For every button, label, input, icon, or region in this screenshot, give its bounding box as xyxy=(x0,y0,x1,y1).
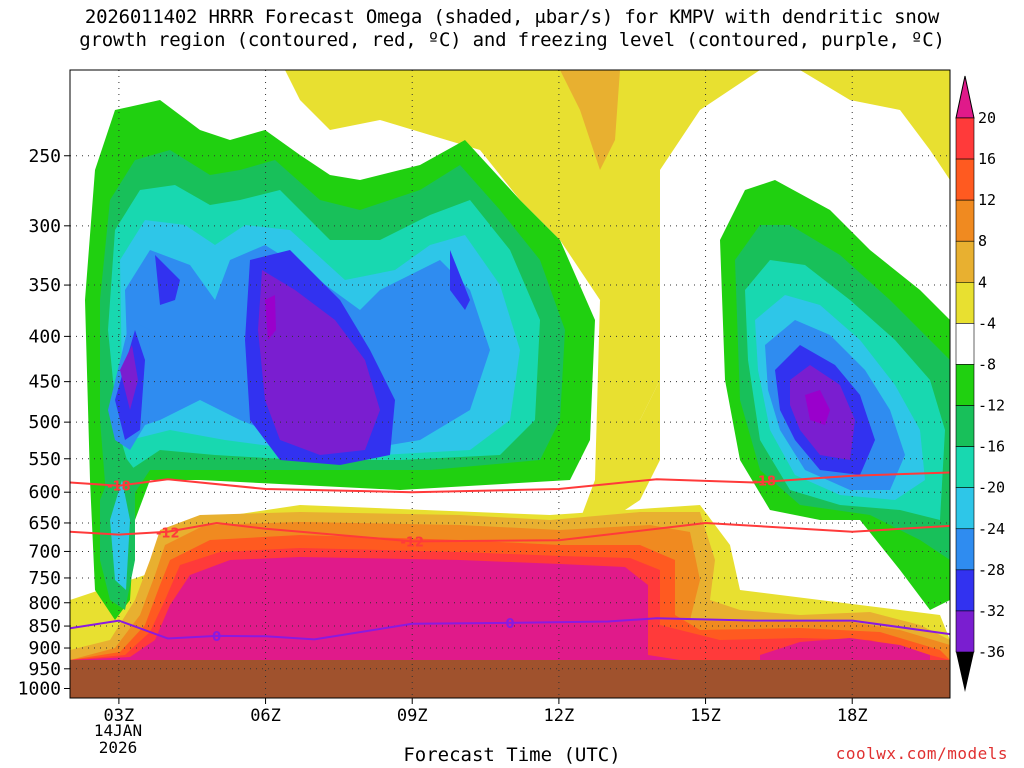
y-tick-label: 350 xyxy=(28,275,61,296)
contour-label: -18 xyxy=(107,480,131,495)
colorbar-swatch xyxy=(955,158,975,201)
y-tick-label: 1000 xyxy=(18,679,61,700)
colorbar-swatch xyxy=(955,282,975,324)
colorbar-swatch xyxy=(955,199,975,242)
colorbar-swatch xyxy=(955,240,975,283)
colorbar-label: -12 xyxy=(978,397,1005,415)
y-tick-label: 450 xyxy=(28,372,61,393)
colorbar-swatch xyxy=(955,569,975,612)
colorbar-label: -16 xyxy=(978,438,1005,456)
y-tick-label: 900 xyxy=(28,638,61,659)
y-tick-label: 850 xyxy=(28,616,61,637)
y-tick-label: 400 xyxy=(28,326,61,347)
y-tick-label: 500 xyxy=(28,412,61,433)
title-line-2: growth region (contoured, red, ºC) and f… xyxy=(79,29,945,51)
ground-surface xyxy=(70,660,950,698)
title-line-1: 2026011402 HRRR Forecast Omega (shaded, … xyxy=(84,6,940,28)
colorbar-label: 8 xyxy=(978,232,987,250)
colorbar-swatch xyxy=(955,117,975,160)
shading-right-ascent xyxy=(720,180,950,610)
contour-label: -18 xyxy=(752,474,776,489)
contour-label: 0 xyxy=(505,617,514,632)
colorbar-label: -32 xyxy=(978,602,1005,620)
y-tick-label: 700 xyxy=(28,541,61,562)
colorbar-swatch xyxy=(955,528,975,571)
plot-area: -18 -18 -12 -12 0 0 xyxy=(70,70,950,698)
x-axis-title: Forecast Time (UTC) xyxy=(403,744,621,766)
colorbar-swatch xyxy=(955,323,975,365)
colorbar-swatch xyxy=(955,364,975,406)
colorbar: 20 16 12 8 4 -4 -8 -12 -16 -20 -24 -28 -32 -36 xyxy=(955,75,1005,692)
y-tick-label: 550 xyxy=(28,449,61,470)
y-tick-label: 950 xyxy=(28,659,61,680)
contour-line xyxy=(70,521,950,543)
contour-line xyxy=(70,617,950,641)
date-day: 14JAN xyxy=(93,721,143,740)
y-tick-label: 600 xyxy=(28,482,61,503)
x-tick-label: 12Z xyxy=(544,706,575,726)
y-axis: 2503003504004505005506006507007508008509… xyxy=(18,146,70,700)
colorbar-top-arrow xyxy=(955,75,975,119)
colorbar-label: 16 xyxy=(978,150,996,168)
colorbar-label: -20 xyxy=(978,479,1005,497)
y-tick-label: 250 xyxy=(28,146,61,167)
y-tick-label: 300 xyxy=(28,216,61,237)
x-tick-label: 06Z xyxy=(250,706,281,726)
colorbar-label: 12 xyxy=(978,191,996,209)
colorbar-label: -36 xyxy=(978,643,1005,661)
date-year: 2026 xyxy=(98,738,138,757)
colorbar-bottom-arrow xyxy=(956,652,974,692)
shading-left-ascent xyxy=(85,100,595,620)
colorbar-swatch xyxy=(955,405,975,447)
colorbar-label: -8 xyxy=(978,355,996,373)
plot-frame xyxy=(69,69,951,699)
x-axis: 03Z 06Z 09Z 12Z 15Z 18Z xyxy=(104,698,868,726)
x-tick-label: 18Z xyxy=(837,706,868,726)
colorbar-label: 4 xyxy=(978,273,987,291)
colorbar-label: 20 xyxy=(978,109,996,127)
x-tick-label: 03Z xyxy=(104,706,135,726)
colorbar-label: -28 xyxy=(978,561,1005,579)
x-tick-label: 15Z xyxy=(690,706,721,726)
colorbar-label: -24 xyxy=(978,520,1005,538)
contour-label: 0 xyxy=(212,630,221,645)
colorbar-swatch xyxy=(955,487,975,530)
y-tick-label: 750 xyxy=(28,568,61,589)
site-credit: coolwx.com/models xyxy=(835,744,1008,763)
colorbar-label: -4 xyxy=(978,314,996,332)
contours: -18 -18 -12 -12 0 0 xyxy=(70,471,950,645)
colorbar-swatch xyxy=(955,610,975,653)
contour-label: -12 xyxy=(156,526,180,541)
x-tick-label: 09Z xyxy=(397,706,428,726)
date-note: 14JAN 2026 xyxy=(78,722,158,756)
shading-lower-descent xyxy=(70,512,950,660)
contour-label: -12 xyxy=(400,535,424,550)
chart-title: 2026011402 HRRR Forecast Omega (shaded, … xyxy=(0,6,1024,52)
y-tick-label: 800 xyxy=(28,593,61,614)
colorbar-swatch xyxy=(955,446,975,488)
y-tick-label: 650 xyxy=(28,513,61,534)
contour-line xyxy=(70,471,950,494)
